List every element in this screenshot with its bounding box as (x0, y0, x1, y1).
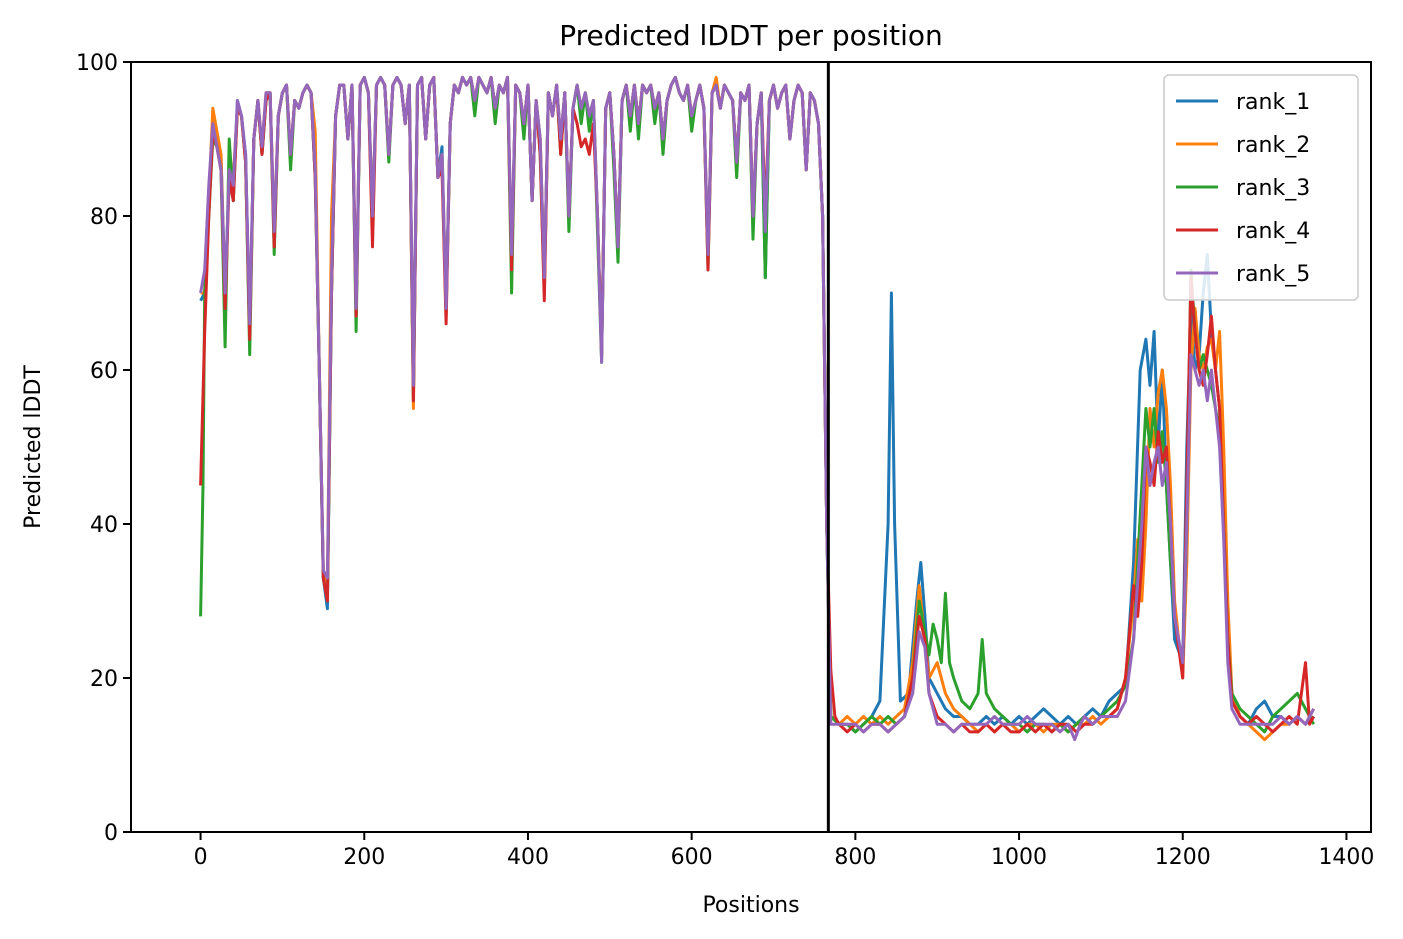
y-tick-label: 40 (90, 513, 118, 538)
chart-title: Predicted lDDT per position (559, 19, 943, 52)
series-line-rank-1 (199, 75, 1315, 734)
y-tick-label: 20 (90, 667, 118, 692)
legend-label-rank-5: rank_5 (1236, 262, 1310, 287)
y-tick-label: 0 (104, 821, 118, 846)
x-tick-label: 600 (671, 845, 713, 870)
x-tick-label: 1200 (1155, 845, 1211, 870)
x-axis-label: Positions (702, 893, 799, 918)
series-line-rank-5 (199, 75, 1316, 742)
y-tick-label: 60 (90, 359, 118, 384)
legend-frame (1163, 74, 1359, 301)
x-tick-label: 400 (507, 845, 549, 870)
y-axis: 0 20 40 60 80 100 (76, 51, 131, 846)
axes-frame (130, 61, 1372, 833)
x-tick-label: 1400 (1318, 845, 1374, 870)
series-line-rank-3 (199, 75, 1316, 734)
legend-label-rank-2: rank_2 (1236, 133, 1310, 158)
series-layer (199, 75, 1316, 742)
legend: rank_1 rank_2 rank_3 rank_4 rank_5 (1163, 74, 1359, 301)
plot-area (130, 61, 1372, 833)
series-line-rank-4 (199, 75, 1316, 734)
x-tick-label: 0 (194, 845, 208, 870)
x-tick-label: 200 (343, 845, 385, 870)
legend-label-rank-3: rank_3 (1236, 176, 1310, 201)
x-axis: 0 200 400 600 800 1000 1200 1400 (194, 832, 1374, 870)
y-tick-label: 100 (76, 51, 118, 76)
y-axis-label: Predicted lDDT (21, 365, 46, 529)
legend-label-rank-1: rank_1 (1236, 90, 1310, 115)
x-tick-label: 800 (834, 845, 876, 870)
y-tick-label: 80 (90, 205, 118, 230)
x-tick-label: 1000 (991, 845, 1047, 870)
legend-label-rank-4: rank_4 (1236, 219, 1310, 244)
